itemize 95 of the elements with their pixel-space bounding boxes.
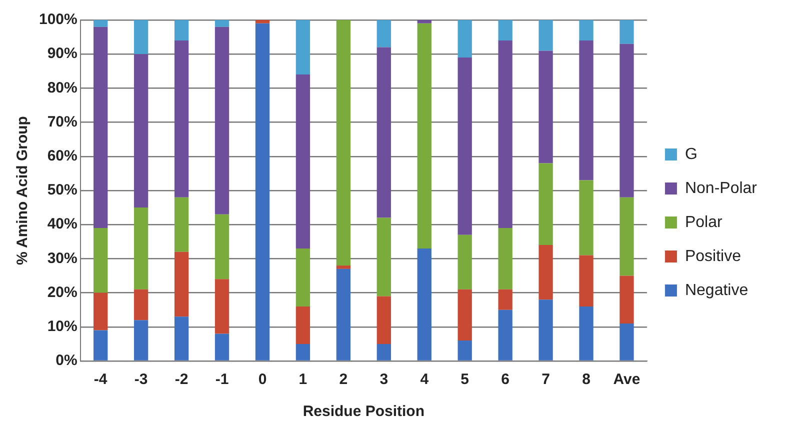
bar [538,50,553,164]
bar [579,255,594,306]
x-tick-label: 8 [582,371,590,388]
bar [336,268,351,360]
bar [620,197,634,276]
bar [94,330,108,360]
y-tick-label: 60% [47,148,78,165]
x-tick-label: 6 [501,371,510,388]
bar [417,248,432,360]
bar [296,306,310,344]
bar [498,310,512,360]
bar [579,20,594,40]
bar [134,54,148,208]
bar [376,218,391,296]
x-tick-label: 0 [258,371,267,388]
bar [458,58,472,235]
bar [458,289,472,341]
bar [296,20,310,75]
legend-label: Non-Polar [684,180,758,197]
y-tick-label: 40% [47,216,78,233]
y-tick-label: 10% [47,318,78,336]
bar [134,20,148,54]
legend-label: G [684,146,698,163]
bar [174,40,189,198]
bar [174,20,189,40]
bar [458,340,472,360]
bar [579,40,594,180]
legend-label: Positive [684,248,742,265]
bar [94,20,108,27]
bar [458,234,472,290]
bar [376,20,391,48]
bar [376,344,391,360]
bar [174,316,189,360]
bar [296,248,310,306]
x-tick-label: -4 [94,371,108,388]
bar [336,266,351,269]
bar [296,344,310,360]
bar [174,252,189,317]
y-axis-title: % Amino Acid Group [14,116,32,265]
y-tick-label: 80% [47,79,78,96]
bar [538,20,553,51]
y-tick-label: 100% [38,11,78,28]
legend-label: Polar [684,214,723,231]
x-tick-label: 2 [339,371,348,388]
bar [376,296,391,344]
bar [214,334,230,360]
x-tick-label: -3 [134,371,148,388]
legend-label: Negative [684,282,748,299]
bar [94,292,108,330]
bar [134,320,148,360]
bar [538,300,553,360]
x-tick-label: Ave [613,371,640,388]
x-tick-label: 1 [298,371,308,388]
bar [376,47,391,218]
bar [579,180,594,256]
bar [134,208,148,290]
bar [296,74,310,248]
bar [214,279,230,334]
bar [94,228,108,293]
y-tick-label: 0% [56,352,78,370]
bar [255,20,270,24]
bar [214,26,230,214]
bar [620,276,634,324]
bar [498,40,512,228]
bar [538,163,553,246]
bar [94,26,108,228]
x-axis-title: Residue Position [302,403,425,420]
x-tick-label: -2 [174,371,188,388]
x-tick-label: -1 [215,371,229,388]
bar [174,197,189,252]
bar [538,245,553,300]
x-tick-label: 5 [460,371,470,388]
bar [417,20,432,24]
y-tick-label: 20% [47,284,78,301]
bar [498,20,512,40]
bar [214,214,230,280]
bar [214,20,230,27]
bar [620,323,634,360]
bar [458,20,472,58]
bar [498,228,512,290]
bar [336,20,351,266]
y-tick-label: 50% [47,182,78,199]
y-tick-label: 90% [47,45,78,62]
bar [498,289,512,310]
bar [620,44,634,198]
x-tick-label: 7 [542,371,550,388]
bar [255,23,270,360]
bar [620,20,634,44]
bar [579,306,594,360]
bar [417,23,432,248]
x-tick-label: 4 [420,371,430,388]
y-tick-label: 70% [47,113,78,130]
y-tick-label: 30% [47,250,78,267]
bar [134,289,148,320]
x-tick-label: 3 [380,371,388,388]
